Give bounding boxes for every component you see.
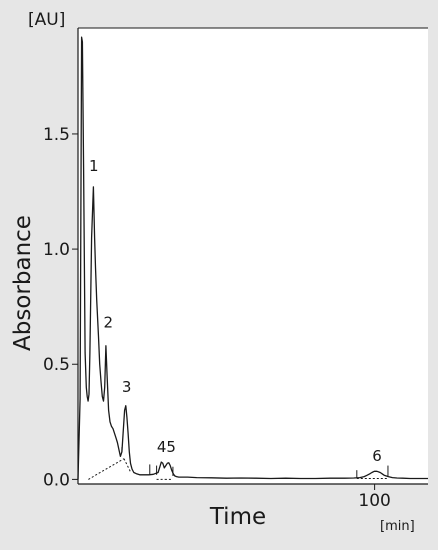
peak-labels: 1 2 3 4 5 6 <box>89 157 382 465</box>
y-axis-title: Absorbance <box>10 215 36 351</box>
peak-label: 6 <box>372 447 382 465</box>
peak-label: 4 <box>157 438 167 456</box>
baseline-segment <box>88 458 125 480</box>
integration-baselines <box>88 458 388 480</box>
peak-label: 2 <box>103 313 113 331</box>
y-tick-label: 1.0 <box>43 240 70 260</box>
baseline-segment <box>123 458 132 473</box>
y-axis-ticks: 0.0 0.5 1.0 1.5 <box>43 125 78 490</box>
peak-label: 1 <box>89 157 99 175</box>
y-tick-label: 0.0 <box>43 470 70 490</box>
y-tick-label: 0.5 <box>43 355 70 375</box>
x-axis-title: Time <box>209 504 266 530</box>
y-unit-label: [AU] <box>28 10 65 30</box>
chromatogram-trace <box>77 36 428 480</box>
x-tick-label: 100 <box>358 491 390 511</box>
plot-area <box>78 28 428 484</box>
x-axis-ticks: 100 <box>358 484 391 511</box>
x-unit-label: [min] <box>380 519 415 534</box>
y-tick-label: 1.5 <box>43 125 70 145</box>
peak-label: 3 <box>122 378 132 396</box>
peak-label: 5 <box>166 438 176 456</box>
